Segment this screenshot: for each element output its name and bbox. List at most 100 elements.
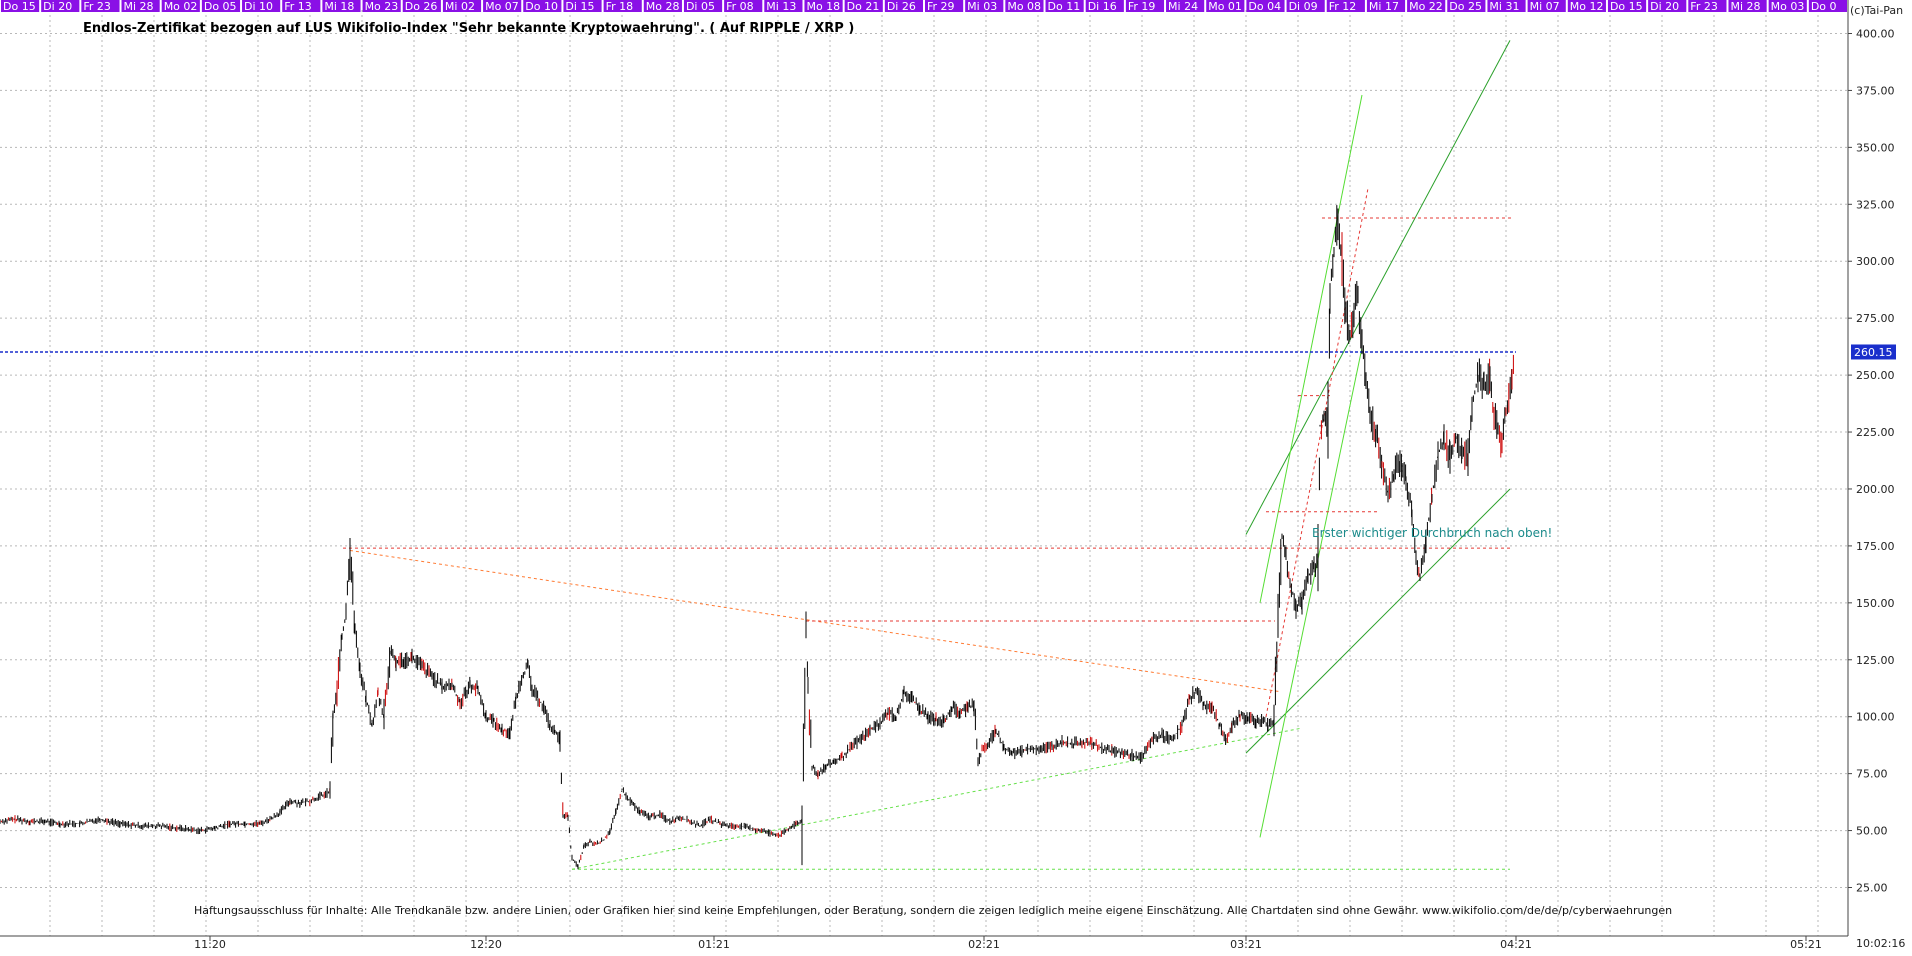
- trend-line-channel-lower: [1245, 488, 1511, 754]
- x-axis: 11:20 12:20 01:21 02:21 03:21 04:21 05:21: [194, 936, 1822, 951]
- top-date-tab: [1607, 0, 1647, 12]
- top-date-label: Di 09: [1289, 0, 1318, 13]
- top-date-tab: [1085, 0, 1124, 12]
- top-date-tab: [925, 0, 964, 12]
- top-date-label: Mi 07: [1530, 0, 1560, 13]
- x-tick-label: 11:20: [194, 938, 226, 951]
- top-date-tab: [1648, 0, 1687, 12]
- top-date-tab: [1768, 0, 1807, 12]
- top-date-tab: [242, 0, 281, 12]
- top-date-tab: [764, 0, 803, 12]
- top-date-label: Fr 08: [726, 0, 754, 13]
- top-date-label: Mo 22: [1409, 0, 1443, 13]
- top-date-tab: [282, 0, 321, 12]
- copyright-label: (c)Tai-Pan: [1850, 4, 1903, 17]
- top-date-tab: [1808, 0, 1847, 12]
- top-date-label: Mo 12: [1570, 0, 1604, 13]
- top-date-label: Mi 28: [1730, 0, 1760, 13]
- top-date-label: Di 26: [887, 0, 916, 13]
- top-date-label: Fr 23: [83, 0, 111, 13]
- disclaimer-text: Haftungsausschluss für Inhalte: Alle Tre…: [194, 904, 1672, 917]
- y-tick-label: 375.00: [1856, 84, 1895, 97]
- top-date-tab: [322, 0, 361, 12]
- top-date-tab: [724, 0, 763, 12]
- x-tick-label: 12:20: [470, 938, 502, 951]
- top-date-label: Do 04: [1248, 0, 1281, 13]
- top-date-tab: [442, 0, 482, 12]
- top-date-tab: [1407, 0, 1446, 12]
- y-tick-label: 125.00: [1856, 654, 1895, 667]
- y-tick-label: 200.00: [1856, 483, 1895, 496]
- top-date-tab: [201, 0, 241, 12]
- trend-line-support-green: [571, 727, 1303, 870]
- top-date-label: Do 11: [1048, 0, 1081, 13]
- top-date-label: Mi 03: [967, 0, 997, 13]
- time-label: 10:02:16: [1856, 937, 1905, 950]
- top-date-tab: [483, 0, 522, 12]
- top-date-tab: [1688, 0, 1727, 12]
- price-series: [0, 205, 1514, 870]
- trend-lines: [0, 40, 1516, 870]
- y-tick-label: 400.00: [1856, 28, 1895, 41]
- top-date-label: Mo 18: [806, 0, 840, 13]
- y-tick-label: 25.00: [1856, 882, 1888, 895]
- top-date-label: Fr 18: [606, 0, 634, 13]
- top-date-tab: [1487, 0, 1526, 12]
- top-date-tab: [81, 0, 120, 12]
- top-date-label: Mi 13: [766, 0, 796, 13]
- top-date-tab: [41, 0, 80, 12]
- top-date-label: Do 15: [3, 0, 36, 13]
- top-date-label: Mo 08: [1007, 0, 1041, 13]
- top-date-label: Mi 18: [324, 0, 354, 13]
- top-date-tab: [1246, 0, 1285, 12]
- top-date-tab: [1567, 0, 1606, 12]
- y-tick-label: 75.00: [1856, 768, 1888, 781]
- y-tick-label: 350.00: [1856, 141, 1895, 154]
- top-date-tab: [362, 0, 401, 12]
- top-date-tab: [1166, 0, 1205, 12]
- top-date-label: Di 05: [686, 0, 715, 13]
- top-date-tab: [804, 0, 843, 12]
- top-date-label: Mo 01: [1208, 0, 1242, 13]
- top-date-label: Do 25: [1449, 0, 1482, 13]
- top-date-tab: [1286, 0, 1325, 12]
- top-date-tab: [161, 0, 200, 12]
- y-tick-label: 50.00: [1856, 825, 1888, 838]
- top-date-tab: [121, 0, 160, 12]
- top-date-tab: [643, 0, 682, 12]
- top-date-label: Di 20: [1650, 0, 1679, 13]
- y-tick-label: 325.00: [1856, 198, 1895, 211]
- y-tick-label: 250.00: [1856, 369, 1895, 382]
- top-date-label: Do 10: [525, 0, 558, 13]
- top-date-tab: [1326, 0, 1365, 12]
- top-date-tab: [523, 0, 562, 12]
- top-date-tab: [1447, 0, 1486, 12]
- x-tick-label: 03:21: [1230, 938, 1262, 951]
- grid: [0, 0, 1849, 937]
- breakout-annotation: Erster wichtiger Durchbruch nach oben!: [1312, 526, 1552, 540]
- y-tick-label: 100.00: [1856, 711, 1895, 724]
- top-date-label: Mo 23: [365, 0, 399, 13]
- top-date-label: Do 05: [204, 0, 237, 13]
- top-date-label: Do 15: [1610, 0, 1643, 13]
- top-date-tab: [563, 0, 602, 12]
- trend-line-steep-channel: [1259, 347, 1363, 838]
- chart-title: Endlos-Zertifikat bezogen auf LUS Wikifo…: [83, 21, 854, 36]
- y-tick-label: 275.00: [1856, 312, 1895, 325]
- top-date-tab: [1527, 0, 1566, 12]
- top-date-label: Mo 07: [485, 0, 519, 13]
- top-date-label: Mi 28: [124, 0, 154, 13]
- top-date-tab: [1206, 0, 1245, 12]
- current-value-label: 260.15: [1854, 346, 1893, 359]
- x-tick-label: 04:21: [1500, 938, 1532, 951]
- top-date-label: Fr 19: [1128, 0, 1156, 13]
- x-tick-label: 02:21: [968, 938, 1000, 951]
- top-date-tab: [1005, 0, 1044, 12]
- top-date-label: Mi 24: [1168, 0, 1198, 13]
- top-date-label: Mo 02: [164, 0, 198, 13]
- top-date-tab: [965, 0, 1004, 12]
- top-date-tab: [1728, 0, 1767, 12]
- x-tick-label: 01:21: [698, 938, 730, 951]
- top-date-label: Mo 28: [646, 0, 680, 13]
